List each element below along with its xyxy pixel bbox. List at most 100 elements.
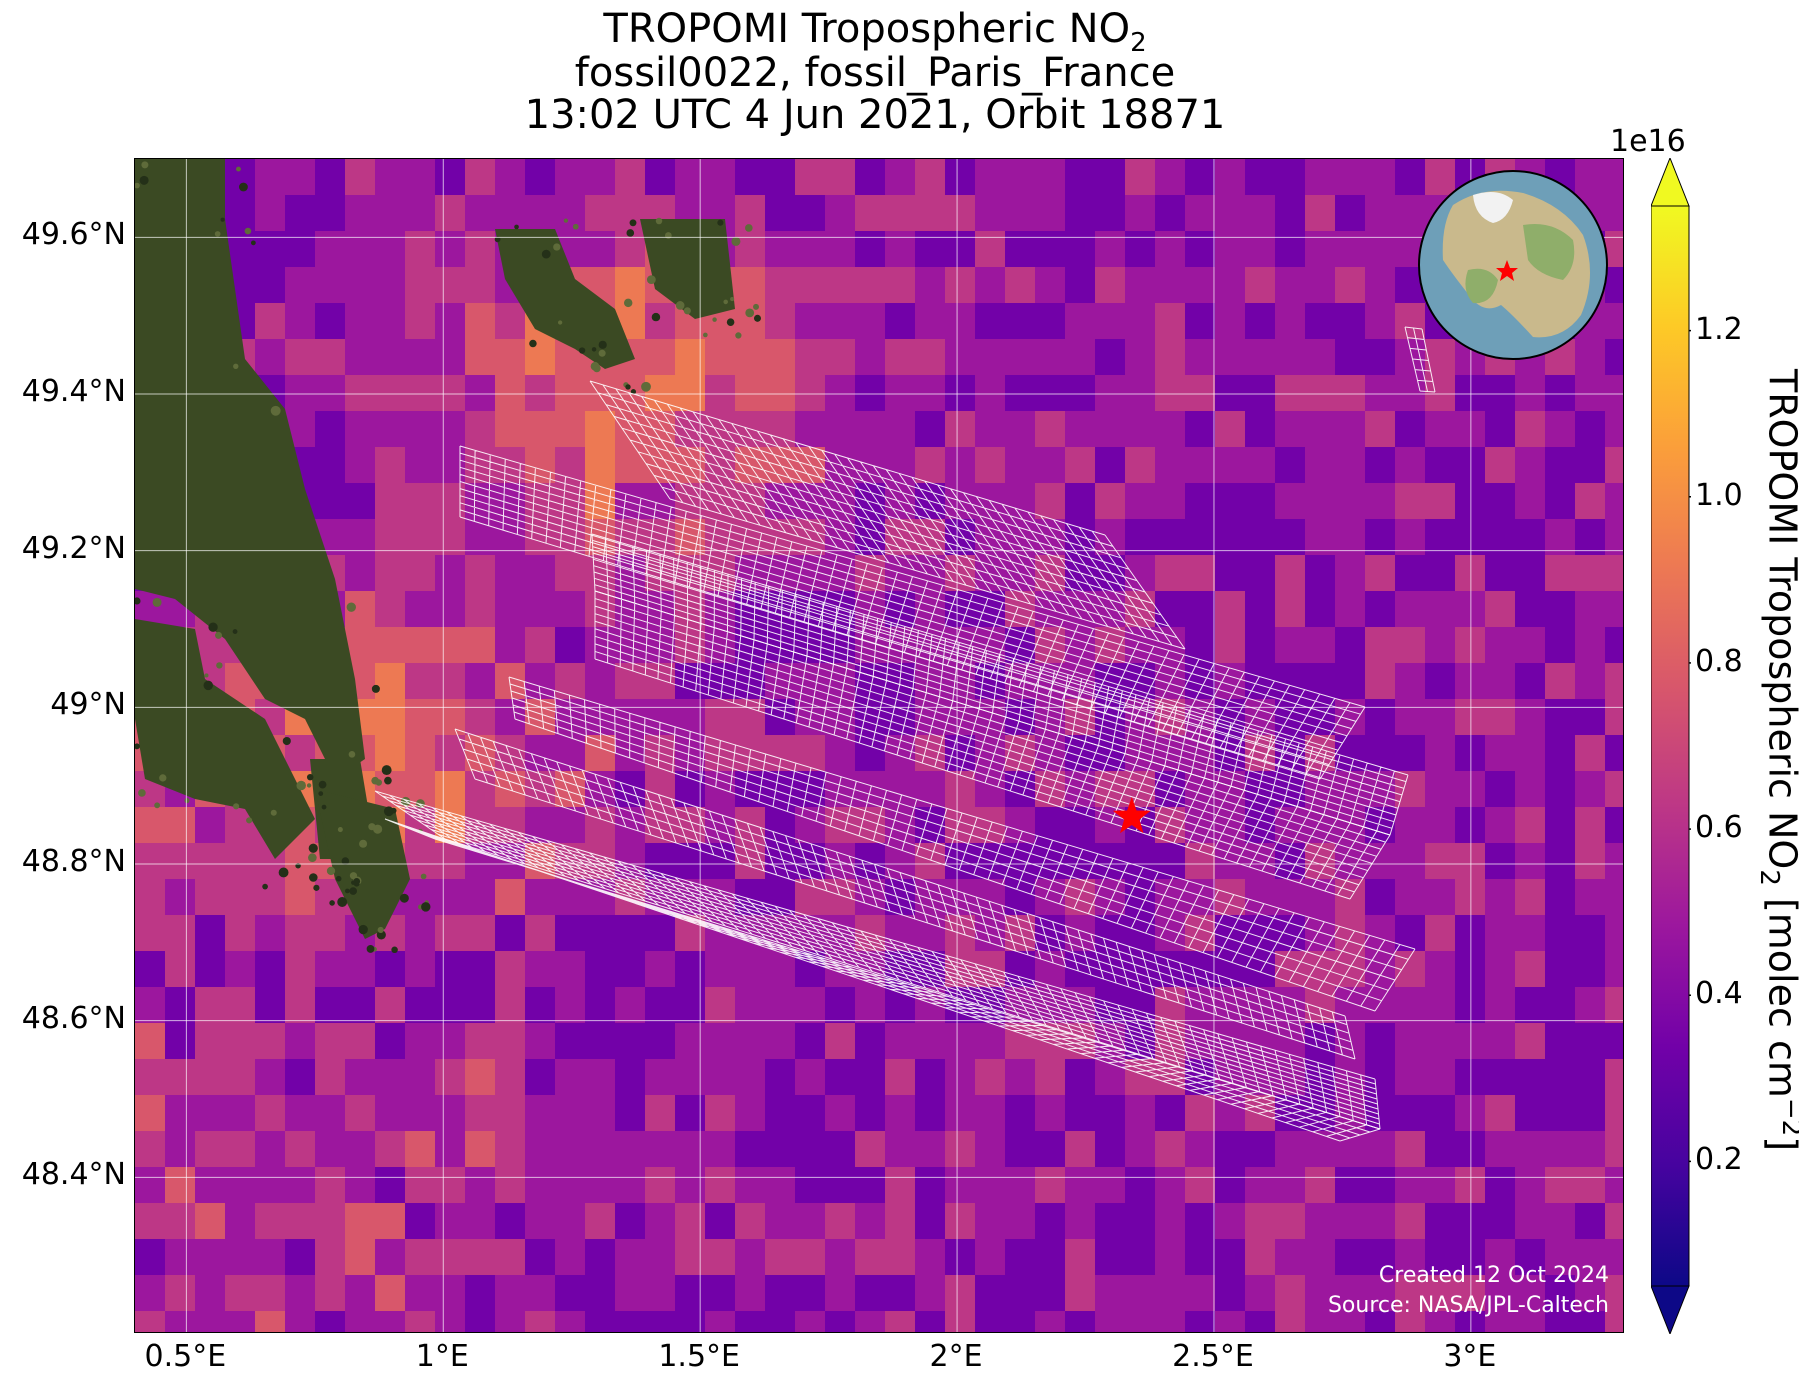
no2-pixel [225,987,256,1024]
no2-pixel [1095,303,1126,340]
no2-pixel [1035,303,1066,340]
no2-pixel [525,951,556,988]
no2-pixel [525,1131,556,1168]
no2-pixel [1035,1131,1066,1168]
no2-pixel [1185,447,1216,484]
map-canvas[interactable] [135,159,1624,1333]
no2-pixel [645,1239,676,1276]
no2-pixel [1605,987,1623,1024]
no2-pixel [1245,1275,1276,1312]
no2-pixel [1185,1239,1216,1276]
no2-pixel [435,1239,466,1276]
no2-pixel [495,1095,526,1132]
no2-pixel [1575,159,1606,196]
satellite-texture [391,946,398,954]
no2-pixel [435,1167,466,1204]
no2-pixel [1485,663,1516,700]
no2-pixel [165,951,196,988]
no2-pixel [735,1239,766,1276]
no2-pixel [1335,735,1366,772]
no2-pixel [405,1311,436,1332]
no2-pixel [225,1275,256,1312]
no2-pixel [1395,1023,1426,1060]
satellite-texture [641,381,651,392]
map-panel[interactable]: Created 12 Oct 2024 Source: NASA/JPL-Cal… [134,158,1624,1333]
no2-pixel [1605,1023,1623,1060]
no2-pixel [1395,1059,1426,1096]
no2-pixel [1185,1311,1216,1332]
no2-pixel [645,1275,676,1312]
no2-pixel [1005,1239,1036,1276]
no2-pixel [1065,159,1096,196]
no2-pixel [1035,735,1066,772]
no2-pixel [165,1275,196,1312]
no2-pixel [555,1203,586,1240]
colorbar-max-extension [1651,158,1690,207]
no2-pixel [975,267,1006,304]
no2-pixel [1425,591,1456,628]
no2-pixel [1215,231,1246,268]
no2-pixel [825,159,856,196]
no2-pixel [885,1095,916,1132]
no2-pixel [375,1203,406,1240]
no2-pixel [1365,195,1396,232]
no2-pixel [1545,627,1576,664]
no2-pixel [1515,699,1546,736]
no2-pixel [885,159,916,196]
no2-pixel [1605,1131,1623,1168]
no2-pixel [495,1203,526,1240]
no2-pixel [1095,879,1126,916]
footprint-mesh [459,445,1366,780]
colorbar-label-sub: 2 [1753,869,1784,886]
no2-pixel [1005,915,1036,952]
no2-pixel [1185,1167,1216,1204]
satellite-texture [529,339,537,348]
no2-pixel [885,231,916,268]
satellite-texture [358,924,368,935]
no2-pixel [495,591,526,628]
no2-pixel [555,1275,586,1312]
no2-pixel [825,987,856,1024]
no2-pixel [765,231,796,268]
no2-pixel [945,1167,976,1204]
no2-pixel [435,1023,466,1060]
no2-pixel [1095,339,1126,376]
no2-pixel [1275,519,1306,556]
no2-pixel [1305,1239,1336,1276]
no2-pixel [1425,1131,1456,1168]
no2-pixel [255,303,286,340]
no2-pixel [1485,1023,1516,1060]
no2-pixel [435,663,466,700]
colorbar-body [1651,205,1690,1287]
no2-pixel [765,159,796,196]
no2-pixel [615,1203,646,1240]
no2-pixel [1035,771,1066,808]
no2-pixel [1215,1311,1246,1332]
no2-pixel [1155,411,1186,448]
satellite-texture [349,887,357,895]
no2-pixel [1095,915,1126,952]
no2-pixel [495,1131,526,1168]
no2-pixel [765,1167,796,1204]
no2-pixel [345,1275,376,1312]
no2-pixel [1365,231,1396,268]
target-site-marker [1112,797,1151,834]
no2-pixel [315,951,346,988]
no2-pixel [465,879,496,916]
no2-pixel [465,555,496,592]
no2-pixel [255,1275,286,1312]
no2-pixel [1425,1311,1456,1332]
no2-pixel [165,1131,196,1168]
no2-pixel [1245,771,1276,808]
no2-pixel [795,1203,826,1240]
no2-pixel [735,231,766,268]
no2-pixel [765,987,796,1024]
no2-pixel [1185,483,1216,520]
no2-pixel [1605,1059,1623,1096]
no2-pixel [465,159,496,196]
satellite-texture [563,218,569,223]
no2-pixel [645,1095,676,1132]
no2-pixel [525,987,556,1024]
no2-pixel [675,699,706,736]
no2-pixel [1215,555,1246,592]
